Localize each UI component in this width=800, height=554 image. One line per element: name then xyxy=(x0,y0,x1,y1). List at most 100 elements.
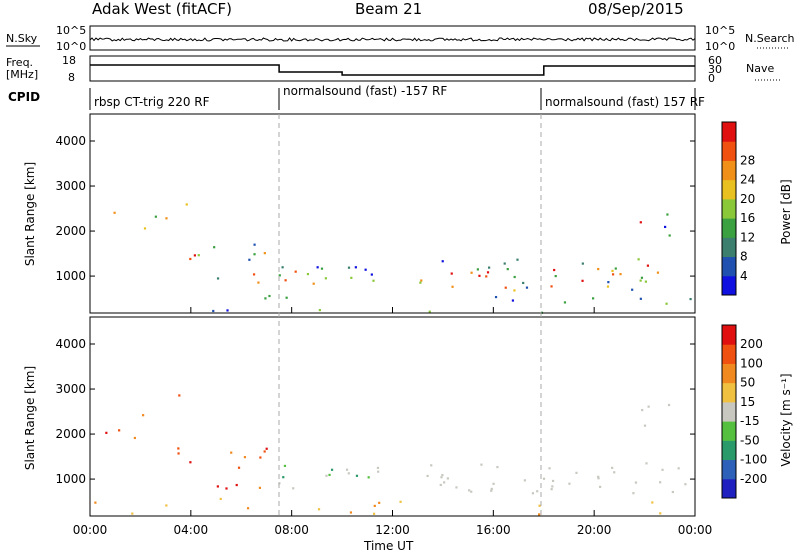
heatmap-cell xyxy=(253,243,256,246)
power-panel: Slant Range [km] 1000 2000 3000 4000 4 8 12 16… xyxy=(23,113,793,314)
heatmap-cell xyxy=(248,258,251,261)
heatmap-cell xyxy=(506,267,509,271)
heatmap-cell xyxy=(536,490,539,493)
nave-tick-top: 60 xyxy=(708,54,722,67)
heatmap-cell xyxy=(640,276,644,279)
nave-tick-mid: 30 xyxy=(708,63,722,76)
y-tick-label: 3000 xyxy=(55,382,86,396)
heatmap-cell xyxy=(644,280,648,283)
heatmap-cell xyxy=(523,479,526,482)
heatmap-cell xyxy=(294,270,297,273)
heatmap-cell xyxy=(213,246,216,249)
heatmap-cell xyxy=(619,273,622,276)
colorbar-tick-label: 8 xyxy=(740,250,748,264)
x-axis-label: Time UT xyxy=(363,539,414,553)
heatmap-cell xyxy=(538,504,541,507)
heatmap-cell xyxy=(455,486,458,489)
y-tick-label: 4000 xyxy=(55,337,86,351)
y-tick-label: 1000 xyxy=(55,472,86,486)
heatmap-cell xyxy=(316,266,319,269)
heatmap-cell xyxy=(631,288,634,291)
colorbar-tick-label: 28 xyxy=(740,153,755,167)
colorbar-frame xyxy=(721,324,737,499)
nsky-tick-bottom: 10^0 xyxy=(56,40,86,53)
heatmap-cell xyxy=(651,501,654,504)
cpid-segment-2: normalsound (fast) -157 RF xyxy=(283,84,447,98)
heatmap-cell xyxy=(219,497,222,501)
heatmap-cell xyxy=(185,203,188,206)
heatmap-cell xyxy=(656,271,660,274)
heatmap-cell xyxy=(376,466,380,470)
x-tick-label: 08:00 xyxy=(274,523,309,537)
heatmap-cell xyxy=(451,285,454,288)
heatmap-cell xyxy=(259,456,262,459)
heatmap-cell xyxy=(263,450,266,453)
power-colorbar: 4 8 12 16 20 24 28 xyxy=(721,121,755,296)
heatmap-cell xyxy=(684,483,687,486)
heatmap-cell xyxy=(478,274,481,277)
colorbar-tick-label: -100 xyxy=(740,453,767,467)
colorbar-swatch xyxy=(722,198,736,219)
heatmap-cell xyxy=(486,271,490,274)
nsky-label: N.Sky xyxy=(6,32,38,45)
heatmap-cell xyxy=(531,492,535,495)
heatmap-cell xyxy=(372,512,376,515)
x-axis-ticks: 00:00 04:00 08:00 12:00 16:00 20:00 00:00 xyxy=(73,307,712,537)
heatmap-cell xyxy=(646,264,650,267)
freq-tick-top: 18 xyxy=(62,54,76,67)
nsky-trace xyxy=(89,37,696,42)
heatmap-cell xyxy=(645,462,648,465)
heatmap-cell xyxy=(430,464,433,467)
cpid-label: CPID xyxy=(8,90,40,104)
heatmap-cell xyxy=(284,279,287,282)
heatmap-cell xyxy=(263,252,266,255)
freq-panel: Freq. [MHz] 18 8 60 30 0 Nave xyxy=(6,54,782,85)
heatmap-cell xyxy=(492,482,495,485)
heatmap-cell xyxy=(373,504,376,508)
heatmap-cell xyxy=(504,286,507,289)
heatmap-cell xyxy=(551,485,554,488)
nsky-line xyxy=(89,37,696,42)
heatmap-cell xyxy=(677,467,680,470)
nsearch-label: N.Search xyxy=(745,32,795,45)
heatmap-cell xyxy=(349,511,353,514)
heatmap-cell xyxy=(667,403,671,407)
freq-trace xyxy=(90,64,695,76)
colorbar-tick-label: 16 xyxy=(740,211,755,225)
heatmap-cell xyxy=(268,294,271,298)
colorbar-swatch xyxy=(722,256,736,277)
y-tick-label: 2000 xyxy=(55,427,86,441)
y-tick-label: 2000 xyxy=(55,224,86,238)
colorbar-swatch xyxy=(722,421,736,441)
heatmap-cell xyxy=(666,213,669,216)
colorbar-swatch xyxy=(722,382,736,403)
colorbar-swatch xyxy=(722,401,736,422)
heatmap-cell xyxy=(312,282,315,285)
colorbar-tick-label: 4 xyxy=(740,269,748,283)
colorbar-swatch xyxy=(722,237,736,258)
heatmap-cell xyxy=(364,268,367,271)
y-tick-label: 4000 xyxy=(55,134,86,148)
heatmap-cell xyxy=(488,266,491,269)
colorbar-swatch xyxy=(722,440,736,461)
heatmap-cell xyxy=(581,262,584,265)
heatmap-cell xyxy=(476,268,479,271)
power-colorbar-label: Power [dB] xyxy=(779,179,793,244)
heatmap-cell xyxy=(450,272,453,275)
heatmap-cell xyxy=(370,273,373,276)
heatmap-cell xyxy=(597,477,600,480)
heatmap-cell xyxy=(354,266,357,269)
heatmap-cell xyxy=(553,268,556,272)
heatmap-cell xyxy=(659,512,662,515)
x-tick-label: 20:00 xyxy=(577,523,612,537)
heatmap-cell xyxy=(243,456,247,459)
heatmap-cell xyxy=(485,275,488,278)
colorbar-tick-label: 20 xyxy=(740,192,755,206)
heatmap-cell xyxy=(511,299,515,302)
heatmap-cell xyxy=(470,271,473,274)
heatmap-cell xyxy=(399,500,402,503)
heatmap-cell xyxy=(522,281,525,285)
heatmap-cell xyxy=(428,310,431,313)
colorbar-swatch xyxy=(722,122,736,142)
freq-label-1: Freq. xyxy=(6,56,33,69)
